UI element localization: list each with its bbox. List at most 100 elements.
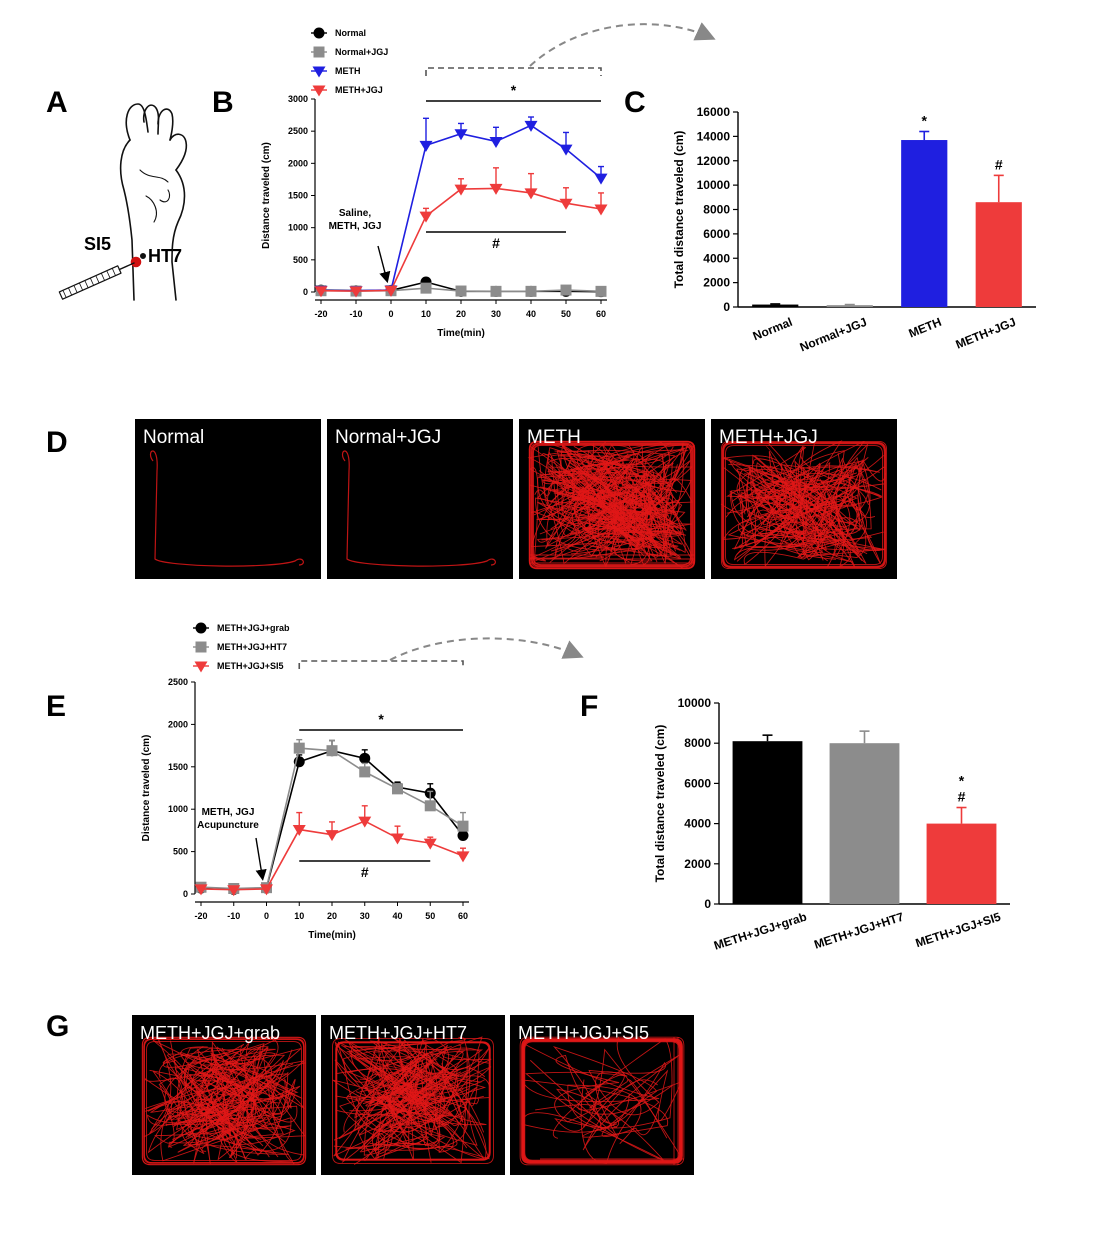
- y-tick-label: 0: [183, 889, 188, 899]
- track-trace: [164, 1048, 305, 1121]
- x-tick-label: 10: [421, 309, 431, 319]
- track-trace: [166, 1045, 268, 1140]
- track-image-meth-jgj: METH+JGJ: [711, 419, 897, 579]
- track-trace: [359, 1038, 490, 1160]
- paw-finger-3: [157, 108, 174, 141]
- track-label: METH+JGJ+grab: [140, 1023, 280, 1043]
- data-point: [525, 285, 537, 297]
- annotation-arrow: [255, 837, 267, 881]
- track-trace: [532, 444, 692, 566]
- data-point: [359, 766, 371, 778]
- chart-f-bar: 0 2000 4000 6000 8000 10000 Total distance tra…: [653, 696, 1010, 953]
- data-point: [227, 885, 241, 897]
- track-trace: [144, 1048, 302, 1127]
- track-trace: [725, 445, 883, 565]
- track-trace: [536, 454, 677, 547]
- panel-label-a: A: [46, 86, 68, 119]
- category-label: METH: [907, 315, 944, 341]
- track-trace: [561, 443, 684, 527]
- legend-marker: [194, 661, 208, 673]
- track-trace: [549, 443, 691, 559]
- track-trace: [736, 468, 861, 562]
- track-trace: [147, 1048, 267, 1154]
- x-tick-label: 30: [491, 309, 501, 319]
- track-trace: [146, 1041, 302, 1161]
- y-tick-label: 3000: [288, 94, 308, 104]
- ht7-label: HT7: [148, 246, 182, 266]
- data-point: [524, 188, 538, 200]
- track-trace: [530, 449, 693, 548]
- series-meth-jgj-si5: [194, 805, 470, 897]
- category-label: METH+JGJ+SI5: [914, 909, 1003, 950]
- category-label: Normal+JGJ: [798, 315, 869, 355]
- legend-marker: [313, 46, 325, 58]
- annotation-line: METH, JGJ: [329, 221, 382, 232]
- y-tick-label: 16000: [697, 105, 731, 119]
- track-image-meth-jgj-si5: METH+JGJ+SI5: [510, 1015, 694, 1175]
- track-trace: [341, 1052, 446, 1164]
- track-trace: [547, 451, 684, 570]
- panel-label-d: D: [46, 426, 68, 459]
- legend-label: Normal+JGJ: [335, 47, 388, 57]
- track-trace: [162, 1051, 275, 1127]
- x-tick-label: -10: [227, 911, 240, 921]
- arrow-e-to-f: [389, 637, 584, 661]
- legend-label: Normal: [335, 28, 366, 38]
- y-axis-label: Distance traveled (cm): [141, 735, 152, 842]
- track-trace: [529, 554, 695, 564]
- track-trace: [722, 442, 886, 568]
- track-trace: [808, 456, 868, 555]
- bar: [732, 741, 803, 904]
- x-axis-label: Time(min): [437, 328, 485, 339]
- x-tick-label: 40: [526, 309, 536, 319]
- track-label: METH+JGJ+HT7: [329, 1023, 467, 1043]
- track-trace: [552, 1038, 673, 1145]
- track-trace: [143, 1038, 305, 1164]
- significance-label: *: [959, 773, 965, 789]
- y-axis-label: Total distance traveled (cm): [653, 725, 667, 883]
- track-image-meth: METH: [519, 419, 705, 579]
- x-axis-label: Time(min): [308, 930, 356, 941]
- data-point: [392, 783, 403, 795]
- legend-label: METH+JGJ+SI5: [217, 661, 284, 671]
- track-trace: [544, 506, 658, 550]
- y-axis-label: Distance traveled (cm): [261, 142, 272, 249]
- si5-label: SI5: [84, 234, 111, 254]
- data-point: [325, 830, 339, 842]
- data-point: [260, 884, 273, 896]
- panel-label-f: F: [580, 690, 598, 723]
- track-trace: [149, 1039, 256, 1119]
- track-trace: [519, 1036, 685, 1166]
- ht7-point: [140, 253, 147, 260]
- track-trace: [151, 1045, 263, 1153]
- track-trace: [348, 1050, 466, 1153]
- y-tick-label: 8000: [684, 736, 711, 750]
- x-tick-label: 0: [264, 911, 269, 921]
- track-trace: [531, 443, 693, 567]
- data-point: [524, 120, 538, 132]
- tracks-g: METH+JGJ+grab METH+JGJ+HT7 METH+JGJ+SI5: [132, 1015, 694, 1175]
- x-tick-label: 0: [388, 309, 393, 319]
- x-tick-label: 40: [392, 911, 402, 921]
- category-label: Normal: [751, 315, 795, 343]
- category-label: METH+JGJ+grab: [712, 910, 808, 953]
- track-trace: [142, 1037, 306, 1165]
- data-point: [489, 136, 503, 148]
- data-point: [194, 884, 208, 896]
- track-trace: [732, 440, 880, 554]
- track-trace: [547, 440, 643, 552]
- track-trace: [335, 1041, 491, 1161]
- y-tick-label: 1000: [168, 804, 188, 814]
- annotation-arrow: [377, 245, 391, 284]
- track-trace: [184, 1059, 284, 1122]
- data-point: [419, 140, 433, 152]
- data-point: [424, 800, 436, 812]
- bar: [752, 304, 799, 307]
- x-tick-label: 10: [294, 911, 304, 921]
- track-trace: [335, 1038, 471, 1153]
- track-trace: [146, 1062, 306, 1126]
- y-tick-label: 0: [704, 897, 711, 911]
- track-background: [327, 419, 513, 579]
- track-trace: [166, 1079, 296, 1125]
- track-trace: [336, 1042, 490, 1160]
